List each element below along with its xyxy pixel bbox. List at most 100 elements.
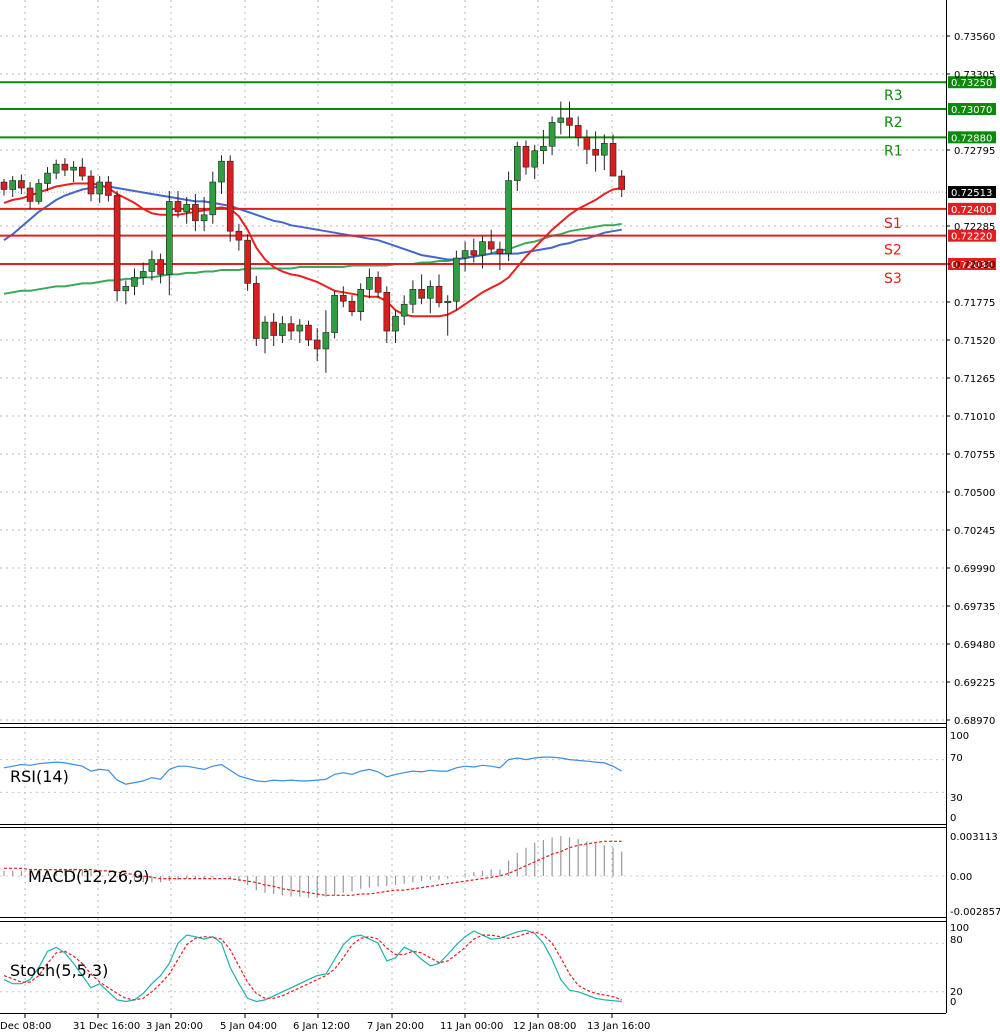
- price-tick-label: 0.70755: [954, 450, 995, 461]
- candle-body: [35, 183, 43, 202]
- candle-body: [409, 289, 417, 305]
- candle-body: [435, 286, 443, 304]
- candle-body: [113, 195, 121, 292]
- candle-body: [183, 204, 190, 213]
- price-tick-label: 0.71775: [954, 298, 995, 309]
- ma-fast-line: [3, 182, 622, 318]
- price-tick-label: 0.68970: [954, 716, 995, 727]
- level-label-r2: R2: [884, 115, 903, 131]
- rsi-tick-label: 100: [950, 731, 969, 742]
- candle-body: [270, 321, 278, 336]
- candle-body: [18, 180, 25, 189]
- candle-body: [226, 160, 234, 232]
- level-value-s2: 0.72220: [951, 232, 992, 243]
- candle-body: [279, 323, 286, 336]
- price-panel: R3 0.73250 R2 0.73070 R1 0.72880 S1 0.72400 S2 0.…: [0, 76, 996, 373]
- level-label-r3: R3: [884, 88, 903, 104]
- candle-body: [200, 214, 208, 222]
- candle-body: [44, 172, 51, 184]
- ma-mid-line: [3, 185, 622, 261]
- price-tick-label: 0.73560: [954, 32, 995, 43]
- price-tick-label: 0.70245: [954, 526, 995, 537]
- candle-body: [253, 283, 260, 339]
- time-tick-label: 12 Jan 08:00: [513, 1021, 576, 1032]
- price-tick-label: 0.69480: [954, 640, 995, 651]
- level-label-s3: S3: [884, 271, 902, 287]
- candle-body: [583, 137, 591, 150]
- macd-signal-line: [4, 840, 622, 896]
- level-tag-s2: [948, 229, 996, 242]
- price-tick-label: 0.71520: [954, 336, 995, 347]
- rsi-tick-label: 0: [950, 813, 956, 824]
- time-tick-label: 31 Dec 16:00: [73, 1021, 140, 1032]
- time-axis: Dec 08:00 31 Dec 16:00 3 Jan 20:00 5 Jan 04…: [0, 1013, 650, 1032]
- candle-body: [574, 125, 582, 138]
- macd-label: MACD(12,26,9): [28, 867, 150, 886]
- current-price-value: 0.72513: [951, 188, 992, 199]
- rsi-line: [3, 756, 622, 785]
- candle-body: [305, 324, 312, 341]
- level-tag-r3: [948, 76, 996, 89]
- rsi-panel: 100 70 30 0: [3, 731, 969, 824]
- grid-lines: [0, 0, 946, 1013]
- candle-body: [383, 292, 391, 332]
- stoch-k-line: [3, 929, 622, 1003]
- level-tag-s3: [948, 258, 996, 270]
- stoch-label: Stoch(5,5,3): [10, 961, 108, 980]
- candle-body: [218, 160, 225, 183]
- candle-body: [339, 294, 347, 302]
- candle-body: [0, 181, 8, 190]
- rsi-tick-label: 70: [950, 753, 963, 764]
- moving-averages: [3, 182, 622, 318]
- level-value-s3: 0.72030: [951, 260, 992, 271]
- candle-body: [566, 117, 573, 126]
- candle-body: [540, 145, 547, 152]
- candle-body: [139, 271, 147, 278]
- rsi-label: RSI(14): [10, 767, 69, 786]
- level-tag-s1: [948, 202, 996, 215]
- candle-body: [61, 163, 69, 171]
- candle-body: [261, 321, 269, 339]
- level-label-s2: S2: [884, 243, 902, 259]
- level-value-r1: 0.72880: [951, 133, 992, 144]
- pivot-levels: R3 0.73250 R2 0.73070 R1 0.72880 S1 0.72400 S2 0.…: [0, 76, 996, 287]
- candle-body: [26, 187, 34, 202]
- current-price-tag: [948, 186, 996, 199]
- level-label-s1: S1: [884, 216, 902, 232]
- candle-body: [461, 250, 469, 259]
- candle-body: [96, 181, 103, 195]
- price-tick-label: 0.72030: [954, 260, 995, 271]
- price-tick-label: 0.70500: [954, 488, 995, 499]
- candle-body: [287, 323, 295, 332]
- candle-body: [166, 201, 173, 275]
- candle-body: [357, 289, 365, 312]
- stoch-tick-label: 100: [950, 923, 969, 934]
- candle-body: [392, 315, 399, 332]
- candle-body: [400, 303, 408, 317]
- candle-body: [592, 148, 599, 156]
- candle-body: [313, 339, 321, 350]
- level-tag-r2: [948, 103, 996, 116]
- candle-body: [174, 201, 182, 213]
- candle-body: [235, 230, 243, 241]
- time-tick-label: Dec 08:00: [0, 1021, 51, 1032]
- candle-body: [557, 117, 565, 123]
- stoch-tick-label: 20: [950, 987, 963, 998]
- candle-body: [487, 241, 495, 250]
- candle-body: [348, 300, 356, 312]
- price-tick-label: 0.71010: [954, 412, 995, 423]
- time-tick-label: 3 Jan 20:00: [146, 1021, 203, 1032]
- candle-body: [505, 180, 512, 254]
- price-axis: 0.73560 0.73305 0.72795 0.72285 0.72030 0.717…: [0, 32, 996, 727]
- stoch-tick-label: 0: [950, 997, 956, 1008]
- candle-body: [331, 294, 338, 333]
- candle-body: [157, 259, 164, 275]
- candle-body: [548, 122, 556, 147]
- candle-body: [366, 277, 373, 290]
- rsi-tick-label: 30: [950, 793, 963, 804]
- candle-body: [9, 180, 16, 190]
- level-value-r3: 0.73250: [951, 78, 992, 89]
- candle-body: [192, 204, 199, 222]
- level-tag-r1: [948, 131, 996, 144]
